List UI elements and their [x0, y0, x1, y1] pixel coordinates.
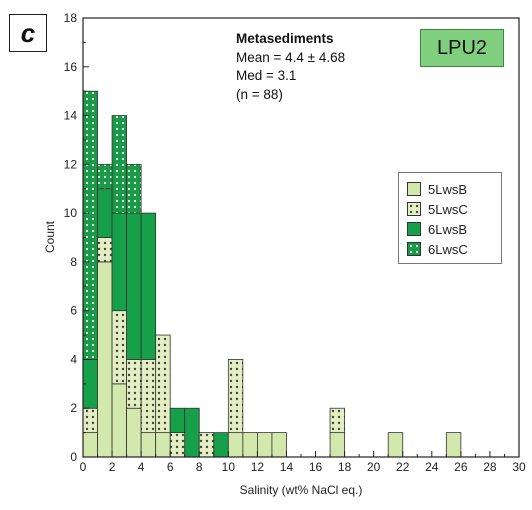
bar-6lwsb-bin-7	[184, 407, 200, 458]
legend-item-5lwsb: 5LwsB	[407, 179, 501, 199]
bar-5lwsb-bin-12	[256, 432, 273, 458]
y-tick-label: 12	[64, 157, 78, 171]
legend-label-5lwsc: 5LwsC	[428, 201, 468, 217]
bar-6lwsb-bin-2	[111, 212, 127, 312]
legend-item-6lwsb: 6LwsB	[407, 219, 501, 239]
x-axis-ticks: 0 2 4 6 8 10 12 14 16 18 20 22 24 26 28 30	[80, 451, 526, 474]
panel-label: c	[9, 14, 47, 52]
bar-6lwsc-bin-3	[126, 163, 142, 214]
x-tick-label: 10	[222, 460, 236, 474]
y-axis-ticks: 0 2 4 6 8 10 12 14 16 18	[64, 11, 89, 464]
stats-n: (n = 88)	[236, 86, 283, 102]
y-tick-label: 10	[64, 206, 78, 220]
bar-5lwsc-bin-1	[97, 237, 113, 263]
bar-5lwsc-bin-17	[329, 407, 346, 434]
bar-6lwsb-bin-1	[97, 188, 113, 238]
x-tick-label: 20	[367, 460, 381, 474]
legend-swatch-5lwsc	[407, 202, 421, 216]
bar-5lwsb-bin-25	[445, 432, 462, 458]
bar-5lwsc-bin-5	[155, 334, 171, 434]
legend-label-5lwsb: 5LwsB	[428, 181, 468, 197]
x-tick-label: 0	[80, 460, 87, 474]
bar-5lwsb-bin-2	[111, 383, 127, 458]
legend-item-6lwsc: 6LwsC	[407, 239, 501, 259]
legend-swatch-5lwsb	[407, 182, 421, 196]
bar-6lwsb-bin-6	[169, 407, 186, 434]
bar-5lwsb-bin-10	[227, 432, 244, 458]
legend-item-5lwsc: 5LwsC	[407, 199, 501, 219]
legend-swatch-6lwsb	[407, 222, 421, 236]
x-tick-label: 6	[167, 460, 174, 474]
bar-5lwsb-bin-0	[82, 432, 98, 458]
bar-6lwsb-bin-9	[213, 432, 229, 458]
y-tick-label: 16	[64, 60, 78, 74]
bar-5lwsb-bin-4	[140, 432, 157, 458]
x-tick-label: 24	[425, 460, 439, 474]
bar-5lwsc-bin-10	[227, 359, 244, 434]
legend-label-6lwsc: 6LwsC	[428, 241, 468, 257]
bars-group	[82, 90, 462, 458]
stats-median: Med = 3.1	[236, 68, 297, 83]
bar-5lwsc-bin-3	[126, 359, 142, 409]
x-tick-label: 26	[454, 460, 468, 474]
x-axis-label: Salinity (wt% NaCl eq.)	[240, 483, 363, 497]
bar-5lwsb-bin-3	[126, 407, 142, 458]
y-tick-label: 8	[70, 255, 77, 269]
bar-5lwsc-bin-4	[140, 359, 157, 434]
bar-5lwsb-bin-5	[155, 432, 171, 458]
legend-swatch-6lwsc	[407, 242, 421, 256]
x-tick-label: 28	[483, 460, 497, 474]
bar-5lwsb-bin-21	[387, 432, 404, 458]
bar-6lwsb-bin-4	[140, 212, 157, 360]
legend: 5LwsB 5LwsC 6LwsB 6LwsC	[398, 172, 502, 264]
legend-label-6lwsb: 6LwsB	[428, 221, 468, 237]
bar-6lwsc-bin-2	[111, 115, 127, 214]
bar-5lwsb-bin-11	[242, 432, 258, 458]
y-tick-label: 6	[70, 304, 77, 318]
y-tick-label: 14	[64, 109, 78, 123]
y-tick-label: 0	[70, 450, 77, 464]
x-tick-label: 30	[512, 460, 526, 474]
bar-6lwsc-bin-0	[82, 90, 98, 360]
x-tick-label: 22	[396, 460, 410, 474]
stats-block: Metasediments Mean = 4.4 ± 4.68 Med = 3.…	[236, 30, 345, 104]
bar-5lwsc-bin-2	[111, 310, 127, 385]
bar-5lwsc-bin-0	[82, 407, 98, 434]
y-tick-label: 4	[70, 352, 77, 366]
y-tick-label: 2	[70, 401, 77, 415]
bar-5lwsc-bin-6	[169, 432, 186, 458]
x-tick-label: 4	[138, 460, 145, 474]
stats-title: Metasediments	[236, 31, 334, 46]
stats-mean: Mean = 4.4 ± 4.68	[236, 49, 346, 65]
bar-6lwsb-bin-3	[126, 212, 142, 360]
bar-6lwsc-bin-1	[97, 163, 113, 190]
x-tick-label: 12	[251, 460, 265, 474]
bar-5lwsc-bin-8	[198, 432, 215, 458]
bar-5lwsb-bin-13	[271, 432, 287, 458]
x-tick-label: 14	[280, 460, 294, 474]
x-tick-label: 2	[109, 460, 116, 474]
x-tick-label: 8	[196, 460, 203, 474]
x-tick-label: 16	[309, 460, 323, 474]
y-axis-label: Count	[43, 220, 57, 253]
y-tick-label: 18	[64, 11, 78, 25]
x-tick-label: 18	[338, 460, 352, 474]
bar-5lwsb-bin-1	[97, 261, 113, 458]
unit-tag: LPU2	[420, 29, 504, 67]
bar-5lwsb-bin-17	[329, 432, 346, 458]
